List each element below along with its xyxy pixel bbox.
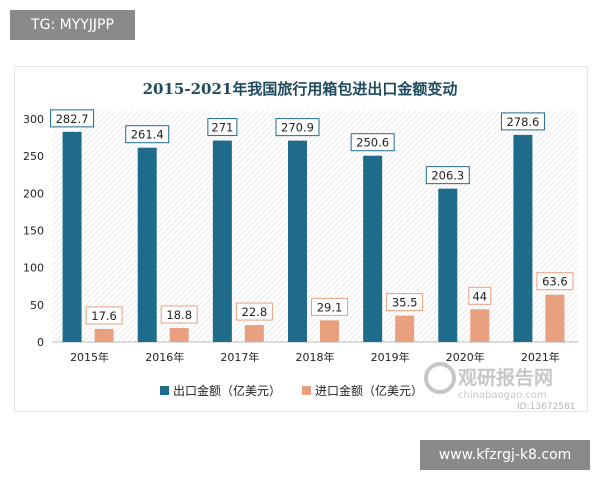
y-tick-label: 200	[23, 187, 44, 200]
bar-export	[438, 188, 458, 342]
legend-label-import: 进口金额（亿美元）	[315, 383, 423, 398]
chart-title: 2015-2021年我国旅行用箱包进出口金额变动	[143, 80, 458, 98]
bar-import	[94, 328, 114, 342]
data-label: 44	[472, 289, 487, 303]
x-tick-label: 2021年	[521, 350, 560, 364]
legend-swatch-export	[160, 386, 169, 395]
y-tick-label: 0	[37, 336, 44, 349]
legend-swatch-import	[302, 386, 311, 395]
watermark-id: ID:13672581	[517, 402, 575, 412]
x-tick-label: 2019年	[371, 350, 410, 364]
data-label: 29.1	[317, 300, 343, 314]
y-tick-label: 250	[23, 150, 44, 163]
x-tick-label: 2015年	[70, 350, 109, 364]
data-label-box	[235, 302, 273, 321]
data-label-box	[425, 166, 470, 185]
data-label: 22.8	[242, 305, 268, 319]
data-label: 270.9	[281, 121, 314, 135]
data-label: 250.6	[356, 136, 389, 150]
y-tick-label: 100	[23, 262, 44, 275]
bar-export	[62, 131, 82, 342]
bar-export	[288, 140, 307, 342]
site-url-badge: www.kfzrgj-k8.com	[420, 440, 590, 470]
bar-export	[212, 140, 232, 342]
y-tick-label: 150	[23, 225, 44, 238]
bar-import	[395, 315, 415, 342]
bar-export	[513, 134, 533, 342]
x-tick-label: 2018年	[296, 350, 335, 364]
data-label: 17.6	[91, 309, 117, 323]
bar-import	[169, 328, 189, 342]
y-tick-label: 50	[30, 299, 44, 312]
data-label: 282.7	[56, 112, 89, 126]
data-label: 278.6	[506, 115, 539, 129]
bar-export	[363, 155, 383, 342]
x-tick-label: 2020年	[446, 350, 485, 364]
top-left-tag: TG: MYYJJPP	[10, 10, 135, 40]
data-label-box	[125, 125, 170, 144]
y-tick-label: 300	[23, 113, 44, 126]
data-label-box	[85, 306, 123, 325]
data-label-box	[468, 286, 492, 305]
data-label: 261.4	[131, 128, 164, 142]
data-label: 18.8	[166, 308, 192, 322]
data-label: 206.3	[431, 169, 464, 183]
bar-export	[137, 147, 157, 342]
data-label-box	[160, 305, 198, 324]
x-tick-label: 2016年	[145, 350, 184, 364]
watermark: 观研报告网 chinabaogao.com ID:13672581	[424, 362, 575, 412]
data-label-box	[50, 109, 95, 128]
data-label-box	[207, 118, 238, 137]
bar-import	[470, 309, 490, 342]
data-label: 63.6	[542, 275, 568, 289]
data-label-box	[386, 293, 424, 312]
data-label-box	[311, 297, 348, 316]
watermark-logo-text: 观研报告网	[458, 366, 553, 389]
data-label: 271	[211, 121, 233, 135]
data-label-box	[350, 133, 395, 152]
watermark-url: chinabaogao.com	[458, 390, 547, 401]
data-label-box	[536, 272, 574, 291]
bar-import	[545, 294, 565, 342]
data-label-box	[275, 118, 320, 137]
watermark-logo-icon	[424, 362, 456, 394]
bar-import	[244, 325, 264, 342]
x-tick-label: 2017年	[220, 350, 259, 364]
data-label-box	[500, 112, 545, 131]
legend-label-export: 出口金额（亿美元）	[173, 383, 281, 398]
legend: 出口金额（亿美元） 进口金额（亿美元）	[160, 383, 423, 398]
bar-import	[320, 320, 339, 342]
chart-frame	[14, 66, 588, 412]
data-label: 35.5	[392, 296, 418, 310]
